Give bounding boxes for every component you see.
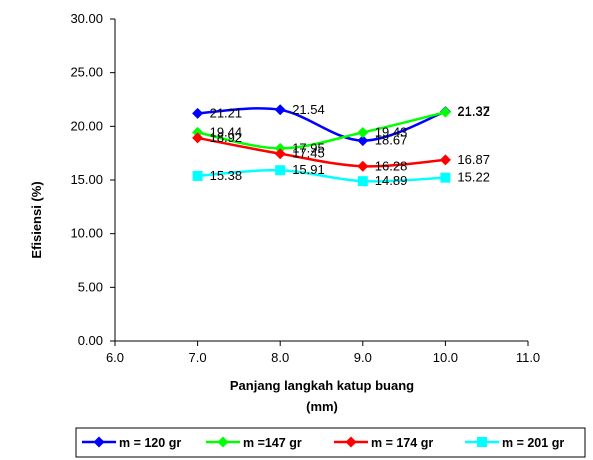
data-label: 14.89 — [375, 173, 408, 188]
y-tick-label: 30.00 — [70, 11, 103, 26]
data-label: 15.38 — [210, 168, 243, 183]
series-layer — [192, 104, 451, 187]
y-tick-label: 10.00 — [70, 226, 103, 241]
data-point-marker — [192, 107, 204, 119]
data-point-marker — [274, 148, 286, 160]
data-point-marker — [357, 160, 369, 172]
data-label: 21.21 — [210, 105, 243, 120]
series-line — [197, 110, 446, 150]
data-label: 16.87 — [457, 152, 490, 167]
x-tick-label: 9.0 — [354, 350, 372, 365]
legend-swatch-marker — [93, 436, 105, 448]
series-line — [197, 136, 446, 168]
data-label: 21.37 — [457, 104, 490, 119]
y-axis-title: Efisiensi (%) — [29, 181, 44, 258]
data-label: 21.32 — [457, 104, 490, 119]
y-tick-label: 0.00 — [78, 333, 103, 348]
data-point-marker — [357, 126, 369, 138]
data-point-marker — [357, 176, 368, 187]
data-point-marker — [440, 172, 451, 183]
legend: m = 120 gr m =147 gr m = 174 gr m = 201 gr — [82, 436, 564, 450]
y-tick-label: 25.00 — [70, 65, 103, 80]
x-tick-label: 6.0 — [106, 350, 124, 365]
data-label: 18.67 — [375, 133, 408, 148]
data-point-marker — [192, 132, 204, 144]
data-label: 17.95 — [292, 140, 325, 155]
data-label: 21.54 — [292, 102, 325, 117]
data-label: 19.44 — [210, 124, 243, 139]
y-tick-label: 20.00 — [70, 118, 103, 133]
legend-swatch-marker — [477, 437, 487, 447]
x-tick-label: 7.0 — [189, 350, 207, 365]
legend-swatch-marker — [217, 436, 229, 448]
data-point-marker — [192, 126, 204, 138]
data-label: 18.92 — [210, 130, 243, 145]
data-point-marker — [274, 104, 286, 116]
data-label: 15.91 — [292, 162, 325, 177]
data-label: 17.45 — [292, 146, 325, 161]
y-tick-label: 15.00 — [70, 172, 103, 187]
data-point-marker — [192, 170, 203, 181]
data-label: 19.43 — [375, 124, 408, 139]
data-point-marker — [439, 154, 451, 166]
data-point-marker — [357, 135, 369, 147]
x-tick-label: 10.0 — [433, 350, 458, 365]
series-line — [197, 168, 446, 183]
data-point-marker — [275, 165, 286, 176]
legend-label: m = 201 gr — [502, 436, 564, 450]
y-tick-label: 5.00 — [78, 279, 103, 294]
data-label: 16.28 — [375, 158, 408, 173]
data-label: 15.22 — [457, 170, 490, 185]
x-axis-title-line2: (mm) — [306, 399, 338, 414]
legend-swatch-marker — [345, 436, 357, 448]
x-axis-title-line1: Panjang langkah katup buang — [230, 378, 414, 393]
series-line — [197, 107, 446, 142]
legend-label: m =147 gr — [243, 436, 302, 450]
legend-box — [75, 427, 586, 458]
x-axis-ticks: 6.0 7.0 8.0 9.0 10.0 11.0 — [106, 341, 540, 365]
x-tick-label: 8.0 — [271, 350, 289, 365]
legend-label: m = 120 gr — [119, 436, 181, 450]
legend-label: m = 174 gr — [371, 436, 433, 450]
data-point-marker — [439, 106, 451, 118]
x-tick-label: 11.0 — [516, 350, 540, 365]
y-axis-ticks: 0.00 5.00 10.00 15.00 20.00 25.00 30.00 — [70, 11, 115, 348]
data-label-layer: 21.21 21.54 18.67 21.37 19.44 17.95 19.43 21.32… — [210, 102, 490, 188]
